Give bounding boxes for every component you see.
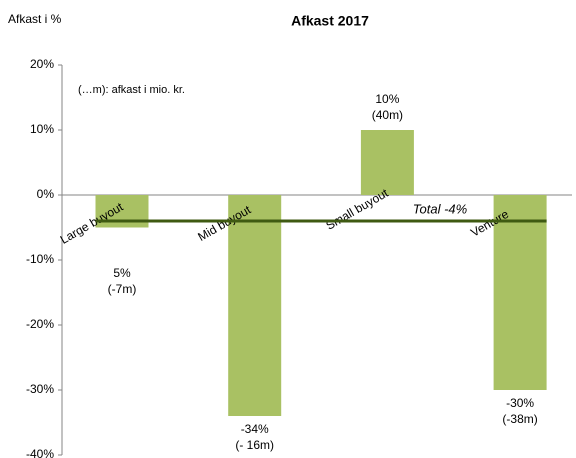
y-tick-label: -40% (26, 447, 54, 458)
y-tick-label: -10% (26, 252, 54, 266)
y-tick-label: -30% (26, 382, 54, 396)
bar (360, 130, 414, 195)
annotation: (…m): afkast i mio. kr. (78, 84, 185, 96)
bar (493, 195, 547, 390)
chart-title: Afkast 2017 (291, 13, 369, 29)
value-label: -30% (506, 396, 534, 410)
y-tick-label: 10% (30, 122, 54, 136)
value-label: 5% (113, 266, 131, 280)
total-label: Total -4% (413, 201, 467, 216)
y-tick-label: -20% (26, 317, 54, 331)
amount-label: (-38m) (502, 412, 537, 426)
bar (228, 195, 282, 416)
y-tick-label: 0% (37, 187, 55, 201)
y-axis-label: Afkast i % (8, 12, 62, 26)
value-label: -34% (241, 422, 269, 436)
y-tick-label: 20% (30, 57, 54, 71)
amount-label: (- 16m) (235, 438, 274, 452)
amount-label: (40m) (372, 108, 403, 122)
amount-label: (-7m) (108, 282, 137, 296)
category-label: Small buyout (323, 186, 391, 233)
value-label: 10% (375, 92, 399, 106)
